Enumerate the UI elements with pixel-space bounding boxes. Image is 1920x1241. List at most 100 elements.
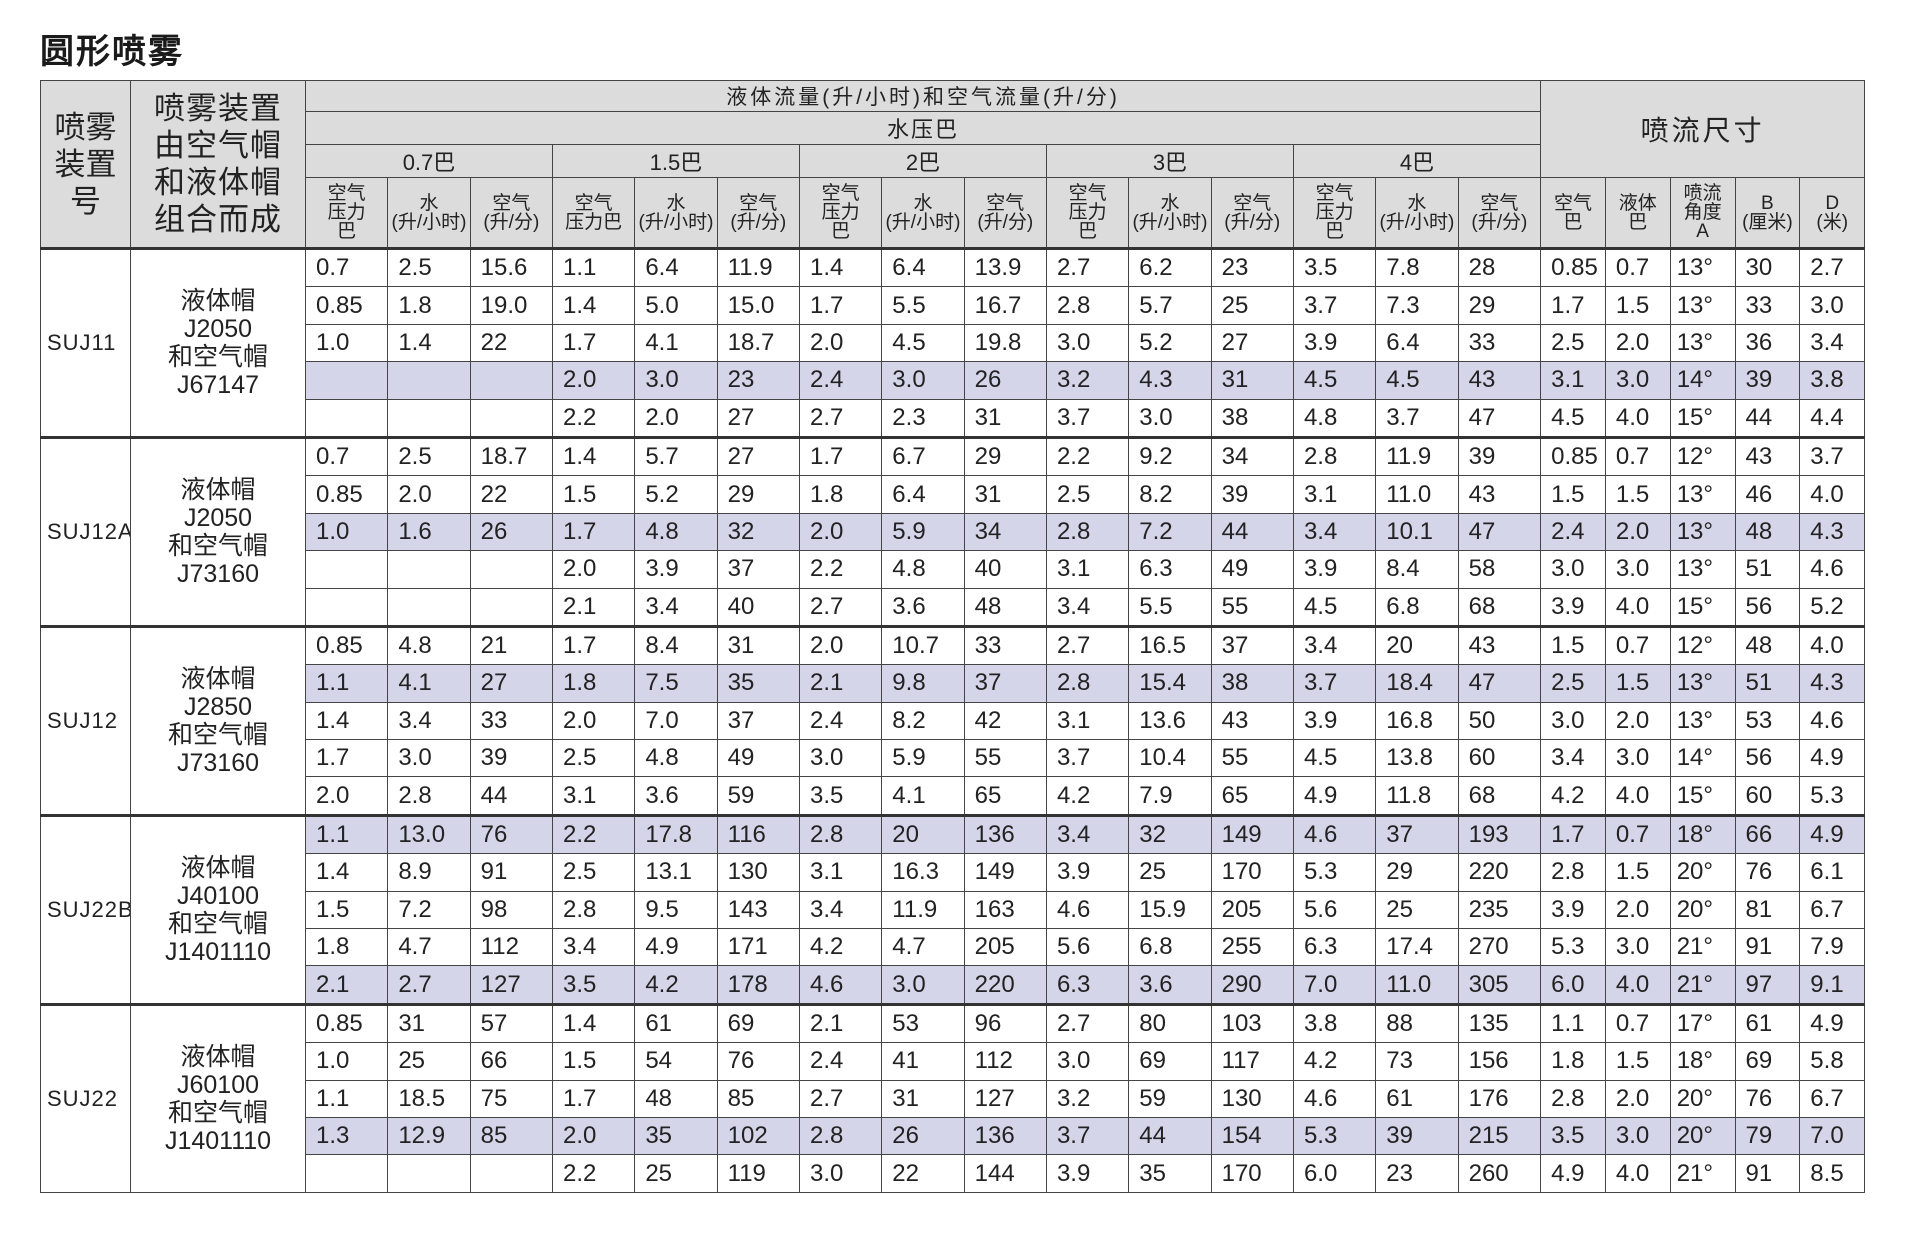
header-dimension-column: 液体 巴 [1604, 177, 1671, 249]
table-row: 1.8 4.7 112 3.4 4.9 171 4.2 4.7 205 5.6 6.8 255 6.3 1… [41, 928, 1866, 967]
spray-angle-cell: 13° [1669, 475, 1736, 514]
table-cell: 33 [1734, 286, 1801, 325]
table-cell: 96 [963, 1002, 1047, 1044]
table-cell: 3.1 [1540, 361, 1606, 400]
table-cell: 5.3 [1292, 853, 1377, 892]
table-cell: 4.0 [1799, 475, 1866, 514]
table-row: 0.85 1.8 19.0 1.4 5.0 15.0 1.7 5.5 16.7 2.8 5.7 25 3… [41, 286, 1866, 325]
table-cell: 15.4 [1128, 664, 1212, 703]
table-cell: 5.2 [1128, 323, 1212, 363]
table-cell: 27 [716, 435, 800, 477]
table-cell: 13.1 [634, 853, 718, 892]
spray-angle-cell: 17° [1669, 1002, 1736, 1044]
table-cell: 4.3 [1128, 361, 1212, 400]
table-cell: 55 [1210, 587, 1294, 627]
table-cell: 5.9 [881, 512, 965, 552]
table-cell: 2.8 [1045, 512, 1130, 552]
table-cell: 3.4 [1292, 624, 1377, 666]
cap-combination: 液体帽 J60100 和空气帽 J1401110 [130, 1002, 306, 1193]
table-cell: 112 [963, 1042, 1047, 1081]
table-cell: 29 [963, 435, 1047, 477]
table-cell: 27 [469, 664, 553, 703]
table-cell: 3.9 [1292, 323, 1377, 363]
table-row: 1.0 25 66 1.5 54 76 2.4 41 112 3.0 69 117 4.2 73 156 1.… [41, 1042, 1866, 1081]
table-cell: 25 [634, 1154, 718, 1193]
table-cell: 2.2 [551, 1154, 636, 1193]
table-cell: 4.6 [1799, 701, 1866, 741]
table-cell: 5.8 [1799, 1042, 1866, 1081]
table-cell: 8.5 [1799, 1154, 1866, 1193]
table-cell: 7.9 [1128, 776, 1212, 816]
table-cell: 3.7 [1799, 435, 1866, 477]
table-cell: 1.1 [1540, 1002, 1606, 1044]
table-cell: 1.5 [551, 475, 636, 514]
table-row: 1.7 3.0 39 2.5 4.8 49 3.0 5.9 55 3.7 10.4 55 4.5 13.8… [41, 739, 1866, 778]
header-pressure-group: 0.7巴 [305, 144, 553, 178]
table-cell: 3.0 [798, 739, 883, 778]
table-cell: 3.4 [1292, 512, 1377, 552]
table-cell: 12.9 [387, 1116, 471, 1156]
table-cell: 1.7 [551, 512, 636, 552]
table-cell: 23 [1375, 1154, 1459, 1193]
table-cell: 69 [1734, 1042, 1801, 1081]
table-cell: 6.4 [634, 246, 718, 288]
table-cell: 0.7 [1604, 624, 1671, 666]
table-cell: 7.9 [1799, 928, 1866, 967]
table-cell: 3.6 [1128, 965, 1212, 1005]
table-cell: 69 [1128, 1042, 1212, 1081]
table-cell: 2.8 [1540, 853, 1606, 892]
table-cell: 127 [963, 1079, 1047, 1118]
table-cell: 4.8 [634, 512, 718, 552]
table-cell: 33 [469, 701, 553, 741]
table-cell: 4.5 [881, 323, 965, 363]
table-cell: 117 [1210, 1042, 1294, 1081]
spray-angle-cell: 20° [1669, 853, 1736, 892]
table-cell: 4.1 [881, 776, 965, 816]
table-cell: 4.8 [1292, 398, 1377, 438]
table-cell [387, 550, 471, 589]
table-cell: 0.85 [304, 475, 389, 514]
table-cell [387, 1154, 471, 1193]
spray-angle-cell: 18° [1669, 1042, 1736, 1081]
table-cell: 3.4 [798, 890, 883, 930]
table-cell: 58 [1457, 550, 1542, 589]
table-cell: 2.5 [387, 246, 471, 288]
table-cell: 5.5 [1128, 587, 1212, 627]
header-sub-column: 水 (升/小时) [1128, 177, 1212, 249]
table-cell: 2.1 [551, 587, 636, 627]
spray-angle-cell: 13° [1669, 701, 1736, 741]
table-cell: 2.0 [304, 776, 389, 816]
table-cell: 37 [1210, 624, 1294, 666]
table-cell [469, 1154, 553, 1193]
table-cell: 48 [1734, 624, 1801, 666]
table-cell: 75 [469, 1079, 553, 1118]
table-cell: 2.0 [1604, 512, 1671, 552]
table-cell: 1.4 [551, 1002, 636, 1044]
table-cell: 13.8 [1375, 739, 1459, 778]
table-cell: 3.8 [1799, 361, 1866, 400]
spray-angle-cell: 18° [1669, 813, 1736, 855]
header-sub-column: 水 (升/小时) [634, 177, 718, 249]
table-cell: 44 [1210, 512, 1294, 552]
model-number: SUJ11 [40, 247, 131, 438]
table-cell: 103 [1210, 1002, 1294, 1044]
table-cell: 220 [1457, 853, 1542, 892]
table-cell: 1.0 [304, 323, 389, 363]
table-cell: 39 [1210, 475, 1294, 514]
table-cell: 2.2 [551, 813, 636, 855]
table-cell: 51 [1734, 550, 1801, 589]
table-cell: 6.0 [1292, 1154, 1377, 1193]
table-cell: 55 [963, 739, 1047, 778]
table-cell: 43 [1457, 624, 1542, 666]
table-cell: 2.8 [387, 776, 471, 816]
table-cell: 48 [1734, 512, 1801, 552]
table-cell: 6.4 [881, 246, 965, 288]
table-cell: 4.0 [1604, 587, 1671, 627]
table-cell: 11.9 [881, 890, 965, 930]
model-number: SUJ12A [40, 435, 131, 627]
table-cell: 2.8 [1540, 1079, 1606, 1118]
table-cell: 49 [716, 739, 800, 778]
table-cell: 1.5 [1604, 286, 1671, 325]
spray-angle-cell: 13° [1669, 286, 1736, 325]
table-cell: 0.7 [1604, 246, 1671, 288]
